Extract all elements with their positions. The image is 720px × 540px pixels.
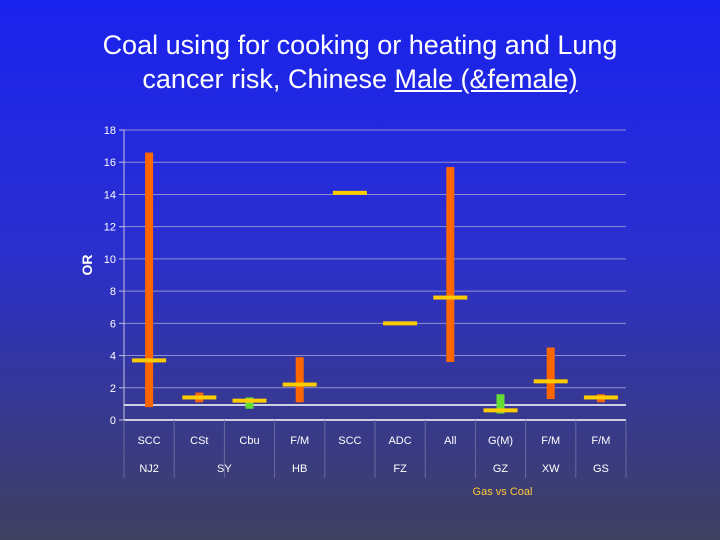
- range-bars: [132, 152, 618, 414]
- y-tick-label-10: 10: [104, 254, 116, 266]
- range-bar-6: [446, 167, 455, 362]
- annotation-gas-vs-coal: Gas vs Coal: [473, 486, 533, 498]
- category-label-4: SCC: [338, 435, 361, 447]
- category-label-6: All: [444, 435, 456, 447]
- point-estimate-2: [232, 398, 267, 403]
- title-line-2-text: cancer risk, Chinese: [142, 64, 395, 94]
- group-label-4: GZ: [493, 463, 509, 475]
- title-underlined-text: Male (&female): [394, 64, 578, 94]
- point-estimate-6: [433, 295, 468, 300]
- range-bar-2: [245, 397, 254, 409]
- category-label-1: CSt: [190, 435, 208, 447]
- range-bar-8: [546, 347, 555, 400]
- group-label-3: FZ: [393, 463, 407, 475]
- y-tick-label-8: 8: [110, 286, 116, 298]
- category-label-2: Cbu: [239, 435, 259, 447]
- range-bar-3: [295, 357, 304, 403]
- y-tick-label-4: 4: [110, 351, 116, 363]
- category-label-5: ADC: [388, 435, 411, 447]
- range-bar-0: [145, 152, 154, 408]
- y-tick-label-12: 12: [104, 222, 116, 234]
- group-label-2: HB: [292, 463, 307, 475]
- y-axis-label: OR: [79, 255, 95, 276]
- y-tick-labels: 0 2 4 6 8 10 12 14 16 18: [104, 125, 116, 427]
- y-tick-label-16: 16: [104, 157, 116, 169]
- group-label-5: XW: [542, 463, 560, 475]
- point-estimate-4: [332, 190, 367, 195]
- group-labels: NJ2 SY HB FZ GZ XW GS: [139, 463, 609, 475]
- chart-title: Coal using for cooking or heating and Lu…: [40, 28, 680, 96]
- category-label-7: G(M): [488, 435, 513, 447]
- category-labels: SCC CSt Cbu F/M SCC ADC All G(M) F/M F/M: [137, 435, 610, 447]
- point-estimate-7: [483, 408, 518, 413]
- point-estimate-9: [583, 395, 618, 400]
- title-line-1: Coal using for cooking or heating and Lu…: [102, 30, 618, 60]
- y-tick-label-18: 18: [104, 125, 116, 137]
- y-tick-label-6: 6: [110, 318, 116, 330]
- category-label-9: F/M: [591, 435, 610, 447]
- group-label-1: SY: [217, 463, 232, 475]
- point-estimate-0: [132, 358, 167, 363]
- gridlines: [124, 129, 626, 389]
- point-estimate-5: [383, 321, 418, 326]
- category-label-8: F/M: [541, 435, 560, 447]
- group-label-6: GS: [593, 463, 609, 475]
- y-tick-label-14: 14: [104, 189, 116, 201]
- title-line-2: cancer risk, Chinese Male (&female): [40, 62, 680, 96]
- category-label-3: F/M: [290, 435, 309, 447]
- point-estimate-1: [182, 395, 217, 400]
- point-estimate-8: [533, 379, 568, 384]
- y-tick-label-0: 0: [110, 415, 116, 427]
- point-estimate-3: [282, 382, 317, 387]
- y-tick-label-2: 2: [110, 383, 116, 395]
- range-bar-7: [496, 394, 505, 414]
- group-label-0: NJ2: [139, 463, 159, 475]
- axes: [119, 129, 627, 478]
- category-label-0: SCC: [137, 435, 160, 447]
